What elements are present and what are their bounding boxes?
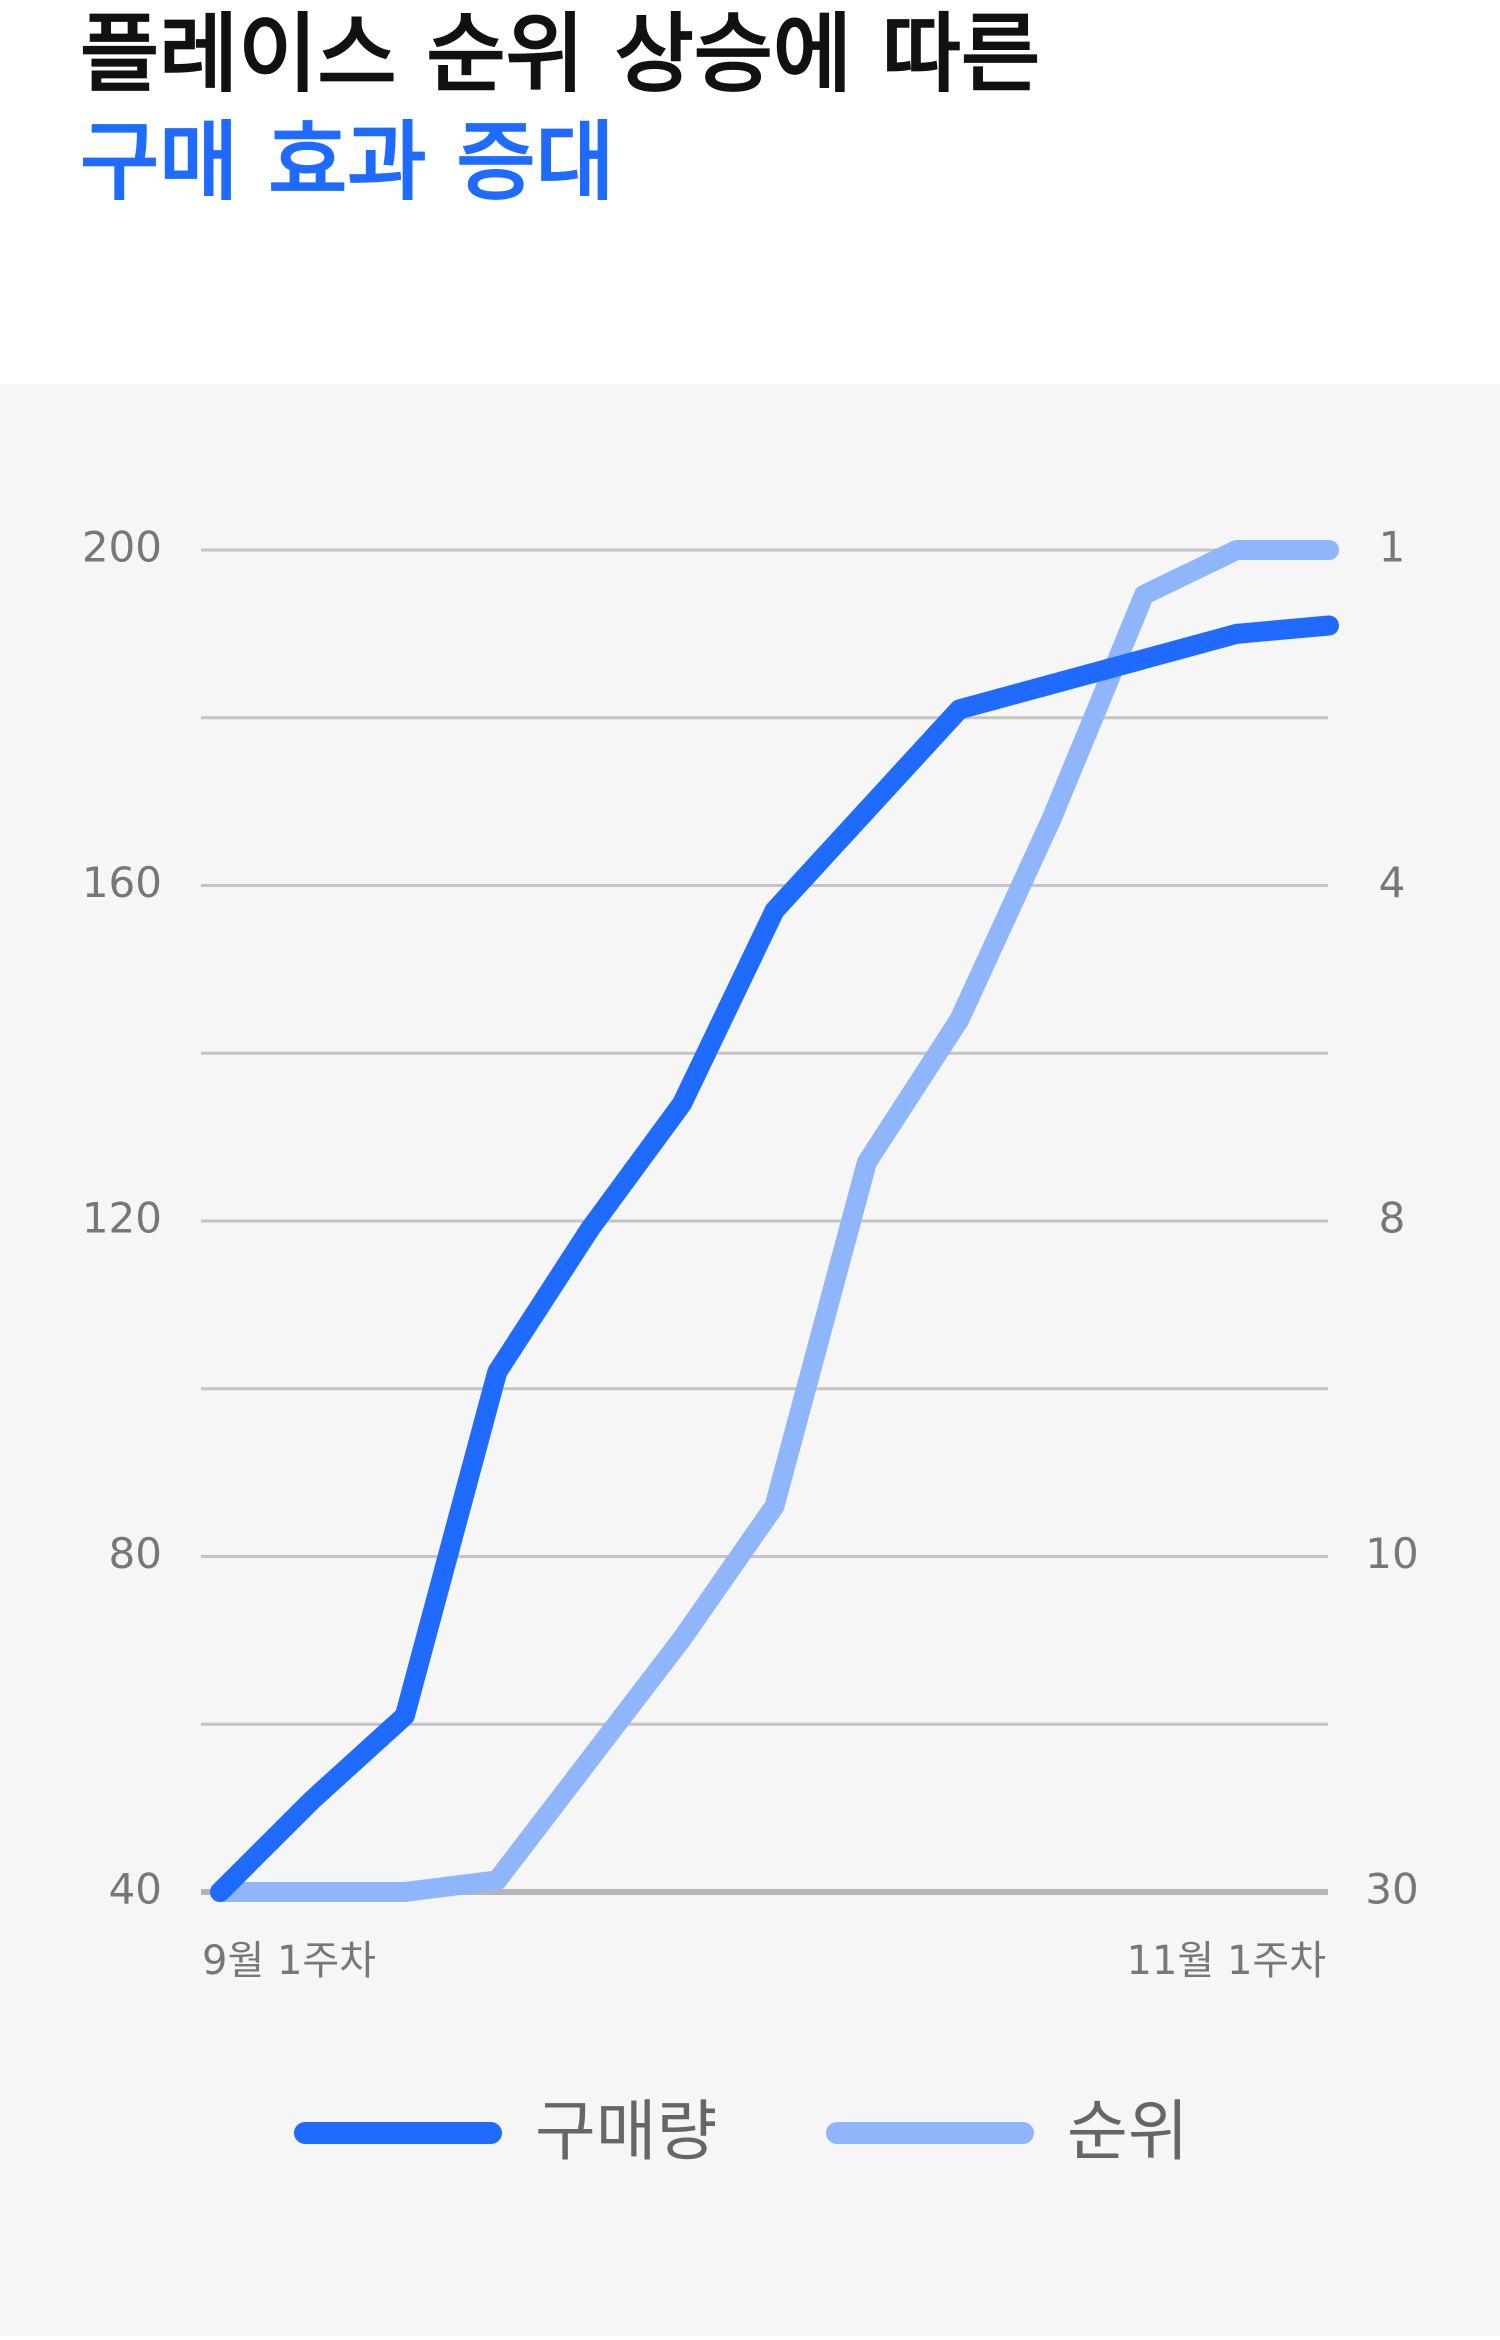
x-tick-label: 11월 1주차 [1127,1938,1326,1984]
y-tick-label: 80 [109,1529,162,1578]
y2-tick-label: 8 [1379,1194,1406,1243]
y-tick-label: 40 [109,1865,162,1914]
panel [0,384,1500,2336]
y2-tick-label: 1 [1379,523,1406,572]
legend-label: 구매량 [535,2093,717,2170]
y2-tick-label: 30 [1365,1865,1418,1914]
y2-tick-label: 10 [1365,1529,1418,1578]
series-line [210,615,1339,1902]
y2-tick-label: 4 [1379,858,1406,907]
chart-title: 플레이스 순위 상승에 따른 [80,4,1040,104]
y-tick-label: 200 [82,523,162,572]
x-tick-label: 9월 1주차 [202,1938,376,1984]
chart-subtitle: 구매 효과 증대 [80,112,615,212]
y-tick-label: 160 [82,858,162,907]
series-line [210,540,1339,1902]
y-tick-label: 120 [82,1194,162,1243]
legend-label: 순위 [1067,2093,1188,2170]
